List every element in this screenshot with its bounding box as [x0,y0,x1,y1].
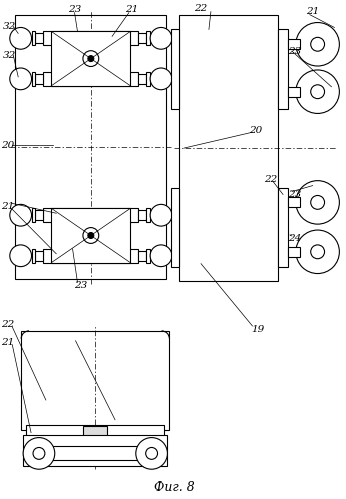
Circle shape [150,245,172,266]
Bar [43,249,138,262]
Bar [138,33,146,43]
Circle shape [150,205,172,226]
Bar [288,87,300,97]
Bar [171,188,179,266]
Circle shape [88,233,94,239]
Circle shape [150,68,172,90]
Circle shape [83,228,99,244]
Bar [43,31,138,45]
Circle shape [10,27,31,49]
Circle shape [311,245,325,258]
Circle shape [311,196,325,209]
Text: 32: 32 [3,50,16,60]
Text: Фиг. 8: Фиг. 8 [154,482,195,495]
Text: 22: 22 [194,4,208,13]
Bar [26,425,164,437]
Text: 24: 24 [288,235,301,244]
Bar [41,447,149,460]
Bar [36,33,43,43]
Bar [51,31,130,86]
Circle shape [136,438,167,469]
Text: 32: 32 [3,22,16,31]
Bar [138,74,146,84]
Bar [146,249,150,262]
Bar [138,210,146,220]
Circle shape [33,448,45,460]
Circle shape [146,448,157,460]
Circle shape [10,68,31,90]
Circle shape [296,230,339,273]
Circle shape [10,245,31,266]
Bar [83,426,107,436]
Circle shape [23,438,55,469]
Bar [288,39,300,49]
Text: 20: 20 [249,126,262,135]
Circle shape [83,51,99,66]
Text: 23: 23 [68,5,81,14]
Text: 21: 21 [306,7,319,16]
Bar [171,29,179,108]
Bar [278,29,288,108]
Text: 22: 22 [264,175,277,184]
Circle shape [296,22,339,66]
Bar [31,249,36,262]
Circle shape [88,55,94,61]
Text: 23: 23 [74,281,87,290]
Circle shape [311,85,325,99]
Bar [146,208,150,222]
Circle shape [10,205,31,226]
Circle shape [296,70,339,113]
Bar [146,72,150,86]
Text: 21: 21 [1,202,14,211]
Bar [43,72,138,86]
Bar [278,188,288,266]
Bar [36,74,43,84]
Bar [146,31,150,45]
Bar [36,251,43,260]
Bar [31,31,36,45]
Text: 22: 22 [1,320,14,329]
Text: 21: 21 [125,5,138,14]
Circle shape [311,37,325,51]
Bar [36,210,43,220]
Text: 23: 23 [288,47,301,56]
Bar [15,14,166,279]
Text: 19: 19 [252,325,265,334]
Circle shape [296,181,339,224]
Bar [43,208,138,222]
Bar [21,331,170,430]
Bar [288,247,300,257]
Bar [31,208,36,222]
Text: 20: 20 [1,141,14,150]
Bar [288,198,300,207]
Bar [138,251,146,260]
Bar [51,208,130,262]
Circle shape [150,27,172,49]
Bar [31,72,36,86]
Text: 23: 23 [288,190,301,199]
Bar [23,435,167,466]
Bar [179,14,278,281]
Text: 21: 21 [1,338,14,347]
